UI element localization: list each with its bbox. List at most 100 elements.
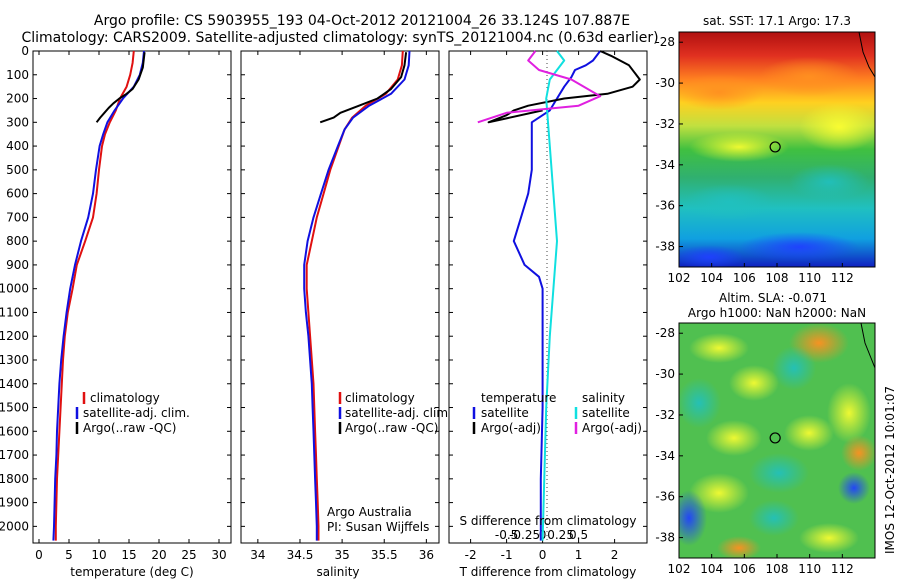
legend-label-satellite: satellite-adj. clim. (83, 406, 190, 420)
lon-tick-label: 102 (668, 562, 691, 576)
sla-heatmap (679, 323, 875, 558)
depth-tick-label: 1300 (0, 353, 29, 367)
depth-tick-label: 900 (6, 258, 29, 272)
depth-tick-label: 1000 (0, 282, 29, 296)
sla-map-subtitle: Argo h1000: NaN h2000: NaN (688, 306, 866, 320)
x-tick-label: 20 (151, 548, 166, 562)
temperature-legend: climatology satellite-adj. clim. Argo(..… (75, 391, 190, 435)
depth-tick-label: 700 (6, 210, 29, 224)
x-tick-label: 34 (250, 548, 265, 562)
sla-map-panel: Altim. SLA: -0.071 Argo h1000: NaN h2000… (655, 291, 876, 576)
legend-label-climatology: climatology (90, 391, 160, 405)
lon-tick-label: 106 (733, 562, 756, 576)
temperature-panel: 0100200300400500600700800900100011001200… (0, 44, 232, 579)
x-tick-label: 1 (575, 548, 583, 562)
depth-tick-label: 500 (6, 163, 29, 177)
x-tick-label: 5 (65, 548, 73, 562)
salinity-axes-frame (240, 50, 440, 544)
temperature-axes-frame (32, 50, 232, 544)
depth-tick-label: 1600 (0, 424, 29, 438)
sst-map-panel: sat. SST: 17.1 Argo: 17.3 102 104 106 108 11… (655, 14, 876, 285)
difference-series (477, 50, 641, 541)
t-difference-xlabel: T difference from climatology (459, 565, 637, 579)
temperature-series (52, 50, 146, 541)
imos-timestamp-label: IMOS 12-Oct-2012 10:01:07 (883, 386, 897, 554)
series-line-climatology (54, 50, 135, 541)
salinity-legend: climatology satellite-adj. clim. Argo(..… (338, 391, 452, 435)
salinity-panel: 34 34.5 35 35.5 36 salinity climatology sate… (240, 50, 452, 579)
lon-tick-label: 108 (766, 562, 789, 576)
depth-tick-label: 100 (6, 68, 29, 82)
lat-tick-label: -38 (655, 240, 675, 254)
legend-label-s-satellite: satellite (582, 406, 630, 420)
s-difference-xlabel: S difference from climatology (460, 514, 637, 528)
x-tick-label: 0 (35, 548, 43, 562)
s-diff-tick-label: 0.25 (547, 528, 574, 542)
lon-tick-label: 108 (766, 271, 789, 285)
depth-tick-label: 1700 (0, 448, 29, 462)
lat-tick-label: -34 (655, 158, 675, 172)
depth-axis-ticks: 0 100 200 300 400 500 600 700 800 900 1000 1100 1200… (0, 44, 231, 533)
sla-map-ticks: 102 104 106 108 110 112 -28 -30 -32 -34 -36 -38 (655, 326, 853, 576)
sst-map-ticks: 102 104 106 108 110 112 -28 -30 -32 -34 -36 -38 (655, 35, 853, 285)
depth-tick-label: 400 (6, 139, 29, 153)
salinity-xlabel: salinity (316, 565, 359, 579)
lon-tick-label: 106 (733, 271, 756, 285)
sla-map-title: Altim. SLA: -0.071 (719, 291, 827, 305)
legend-label-argo: Argo(..raw -QC) (345, 421, 438, 435)
lat-tick-label: -36 (655, 490, 675, 504)
x-tick-label: 15 (121, 548, 136, 562)
depth-tick-label: 200 (6, 92, 29, 106)
legend-label-t-argo: Argo(-adj) (481, 421, 541, 435)
legend-title-temperature: temperature (481, 391, 556, 405)
x-tick-label: 35.5 (371, 548, 398, 562)
lat-tick-label: -30 (655, 367, 675, 381)
difference-legend-temperature: temperature satellite Argo(-adj) (472, 391, 556, 435)
x-tick-label: 2 (611, 548, 619, 562)
lat-tick-label: -34 (655, 449, 675, 463)
x-tick-label: -2 (465, 548, 477, 562)
depth-tick-label: 300 (6, 115, 29, 129)
sst-heatmap (679, 32, 875, 267)
depth-tick-label: 1800 (0, 472, 29, 486)
lat-tick-label: -38 (655, 531, 675, 545)
salinity-axis-ticks: 34 34.5 35 35.5 36 (250, 51, 434, 562)
depth-tick-label: 2000 (0, 519, 29, 533)
lon-tick-label: 102 (668, 271, 691, 285)
legend-label-climatology: climatology (345, 391, 415, 405)
depth-tick-label: 800 (6, 234, 29, 248)
lon-tick-label: 112 (831, 271, 854, 285)
depth-tick-label: 0 (21, 44, 29, 58)
series-line-temperature-satellite (512, 50, 601, 541)
x-tick-label: 25 (181, 548, 196, 562)
lon-tick-label: 104 (700, 271, 723, 285)
legend-label-argo: Argo(..raw -QC) (83, 421, 176, 435)
difference-depth-ticks (449, 50, 647, 527)
x-tick-label: 35 (334, 548, 349, 562)
lat-tick-label: -30 (655, 76, 675, 90)
series-line-argo-raw-qc- (95, 52, 146, 123)
argo-position-marker (769, 141, 781, 153)
x-tick-label: 34.5 (287, 548, 314, 562)
legend-label-s-argo: Argo(-adj) (582, 421, 642, 435)
depth-tick-label: 1100 (0, 305, 29, 319)
series-line-salinity-argo-adj- (477, 50, 602, 124)
depth-tick-label: 1200 (0, 329, 29, 343)
sst-map-title: sat. SST: 17.1 Argo: 17.3 (703, 14, 851, 28)
lat-tick-label: -32 (655, 408, 675, 422)
depth-tick-label: 1400 (0, 377, 29, 391)
institution-label: Argo Australia (327, 505, 412, 519)
depth-tick-label: 600 (6, 187, 29, 201)
series-line-satellite-adj-clim- (303, 50, 411, 541)
difference-panel: -2 -1 0 1 2 -0.5-0.25 0 0.250.5 S difference f… (448, 50, 648, 579)
s-diff-tick-label: -0.5 (495, 528, 518, 542)
series-line-argo-raw-qc- (319, 52, 408, 124)
x-tick-label: 30 (211, 548, 226, 562)
temperature-xlabel: temperature (deg C) (70, 565, 193, 579)
series-line-salinity-satellite (541, 50, 566, 541)
s-difference-axis-ticks: -0.5-0.250 0.250.5 (495, 528, 588, 542)
x-tick-label: 0 (539, 548, 547, 562)
x-tick-label: 36 (419, 548, 434, 562)
lon-tick-label: 104 (700, 562, 723, 576)
